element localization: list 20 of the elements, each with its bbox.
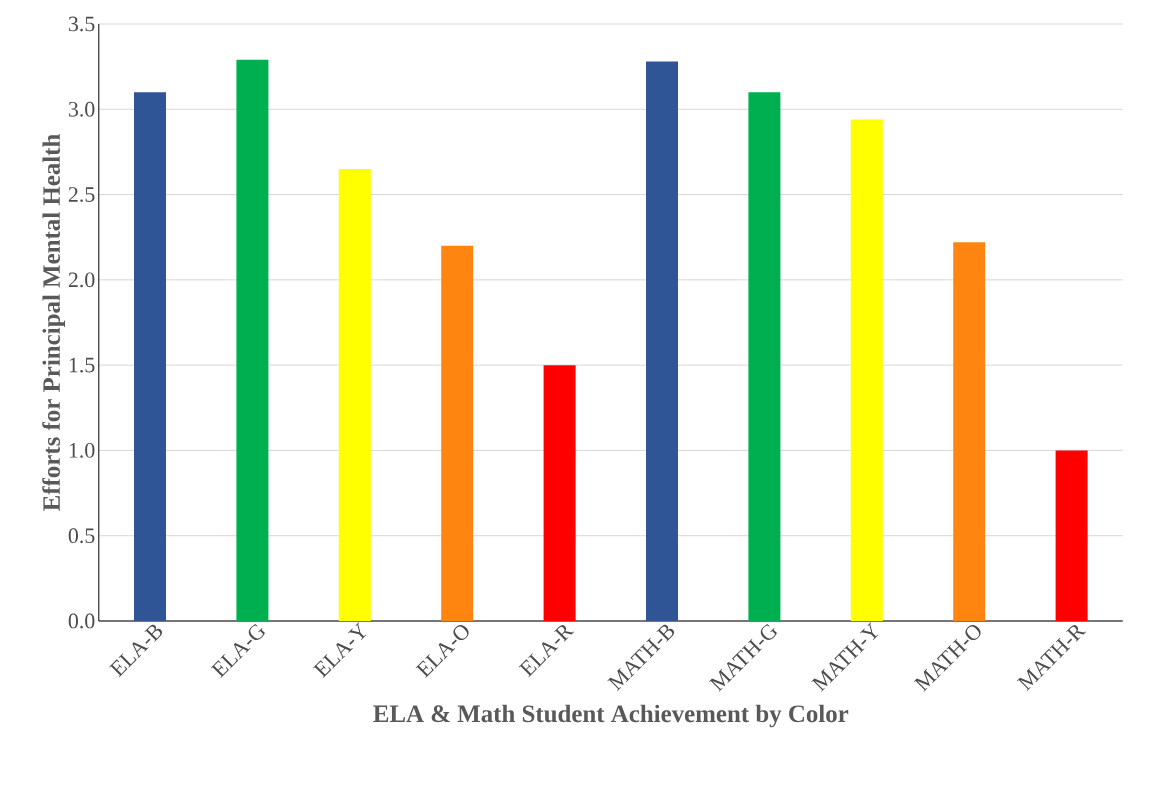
bar <box>236 59 269 621</box>
y-tick-label: 1.0 <box>69 442 95 458</box>
bar <box>646 61 678 621</box>
bar <box>441 245 474 621</box>
y-axis-title: Efforts for Principal Mental Health <box>42 134 66 511</box>
y-tick-label: 0.0 <box>68 613 95 629</box>
y-tick-label: 3.0 <box>68 101 95 117</box>
bar <box>953 242 986 621</box>
bar <box>748 92 781 621</box>
y-tick-label: 2.0 <box>68 272 95 288</box>
y-tick-label: 2.5 <box>68 187 95 202</box>
y-tick-label: 3.5 <box>68 16 95 32</box>
x-axis-title: ELA & Math Student Achievement by Color <box>373 704 849 728</box>
y-tick-label: 1.5 <box>69 357 95 373</box>
bar <box>1055 450 1088 621</box>
bar <box>543 365 576 621</box>
bar <box>134 92 166 621</box>
bar <box>850 119 883 621</box>
y-tick-label: 0.5 <box>68 528 95 544</box>
bar <box>338 168 371 621</box>
